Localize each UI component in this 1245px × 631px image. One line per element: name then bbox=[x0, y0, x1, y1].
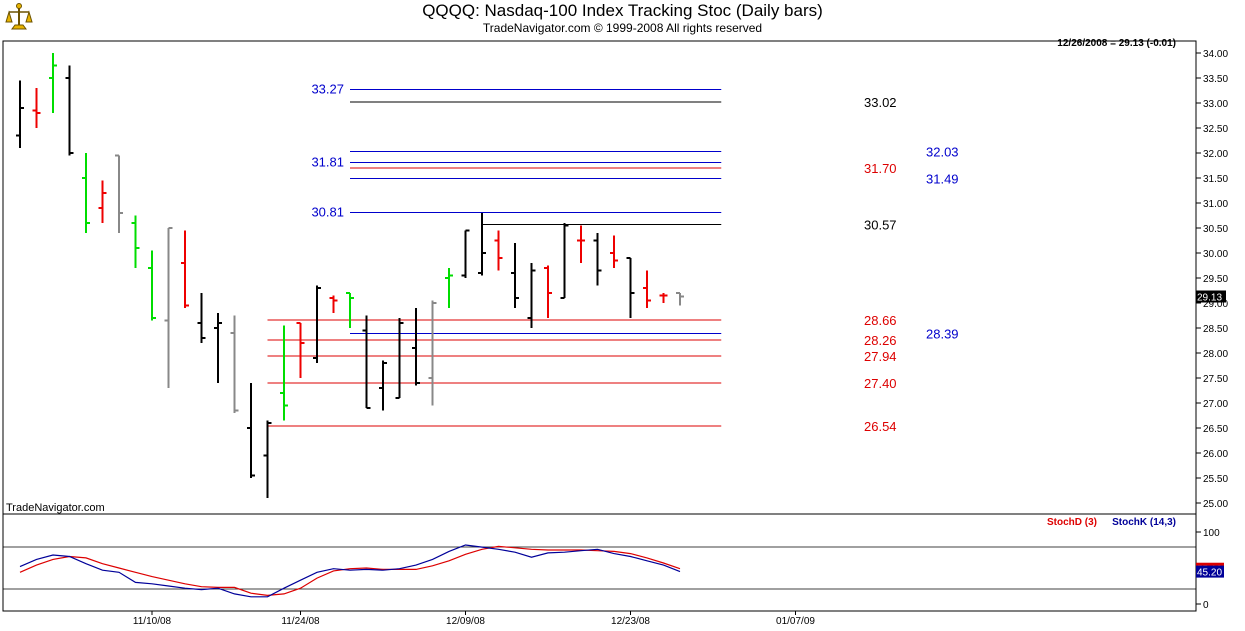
price-levels: 33.27 33.02 32.03 31.81 31.70 31.49 30.81 30.57… bbox=[267, 82, 959, 434]
x-tick-label: 11/10/08 bbox=[133, 616, 172, 627]
price-header: 12/26/2008 = 29.13 (-0.01) bbox=[1057, 38, 1176, 49]
x-tick-label: 12/23/08 bbox=[611, 616, 650, 627]
price-y-tick-label: 26.00 bbox=[1203, 449, 1228, 460]
price-y-tick-label: 30.50 bbox=[1203, 224, 1228, 235]
price-y-tick-label: 28.00 bbox=[1203, 349, 1228, 360]
stoch-k-line bbox=[19, 544, 681, 598]
watermark-text: TradeNavigator.com bbox=[6, 502, 105, 514]
x-tick-label: 12/09/08 bbox=[446, 616, 485, 627]
level-label: 33.27 bbox=[311, 82, 344, 97]
ohlc-bars bbox=[16, 53, 684, 498]
price-y-tick-label: 33.50 bbox=[1203, 74, 1228, 85]
last-price-marker: 29.13 bbox=[1196, 290, 1226, 304]
price-y-tick-label: 30.00 bbox=[1203, 249, 1228, 260]
price-y-tick-label: 27.50 bbox=[1203, 374, 1228, 385]
navigator-logo-icon bbox=[5, 3, 33, 30]
price-y-tick-label: 31.50 bbox=[1203, 174, 1228, 185]
price-y-tick-label: 34.00 bbox=[1203, 49, 1228, 60]
level-label: 26.54 bbox=[864, 419, 897, 434]
stoch-y-tick-label: 100 bbox=[1203, 528, 1220, 539]
stoch-k-last-box bbox=[1196, 565, 1224, 578]
level-label: 31.81 bbox=[311, 155, 344, 170]
price-y-tick-label: 33.00 bbox=[1203, 99, 1228, 110]
price-y-axis: 25.00 25.50 26.00 26.50 27.00 27.50 28.00 28.50… bbox=[1196, 49, 1228, 510]
level-label: 28.39 bbox=[926, 327, 959, 342]
x-tick-label: 01/07/09 bbox=[776, 616, 815, 627]
level-label: 27.94 bbox=[864, 349, 897, 364]
last-price-label: 29.13 bbox=[1197, 293, 1222, 304]
stoch-k-legend: StochK (14,3) bbox=[1112, 517, 1176, 528]
stoch-d-legend: StochD (3) bbox=[1047, 517, 1097, 528]
price-y-tick-label: 25.00 bbox=[1203, 499, 1228, 510]
x-axis: 11/10/08 11/24/08 12/09/08 12/23/08 01/07/09 bbox=[133, 611, 815, 627]
price-y-tick-label: 26.50 bbox=[1203, 424, 1228, 435]
level-label: 28.66 bbox=[864, 313, 897, 328]
price-y-tick-label: 28.50 bbox=[1203, 324, 1228, 335]
price-y-tick-label: 32.50 bbox=[1203, 124, 1228, 135]
price-y-tick-label: 25.50 bbox=[1203, 474, 1228, 485]
level-label: 32.03 bbox=[926, 145, 959, 160]
price-y-tick-label: 32.00 bbox=[1203, 149, 1228, 160]
last-price-box bbox=[1196, 290, 1226, 303]
level-label: 31.49 bbox=[926, 172, 959, 187]
price-panel-frame bbox=[2, 40, 1197, 515]
level-label: 27.40 bbox=[864, 376, 897, 391]
x-tick-label: 11/24/08 bbox=[281, 616, 320, 627]
level-label: 30.57 bbox=[864, 218, 897, 233]
price-y-tick-label: 29.50 bbox=[1203, 274, 1228, 285]
chart-title: QQQQ: Nasdaq-100 Index Tracking Stoc (Da… bbox=[422, 1, 823, 20]
chart-subtitle: TradeNavigator.com © 1999-2008 All right… bbox=[482, 21, 763, 35]
level-label: 33.02 bbox=[864, 95, 897, 110]
level-label: 30.81 bbox=[311, 205, 344, 220]
level-label: 28.26 bbox=[864, 333, 897, 348]
stoch-lines bbox=[19, 544, 681, 598]
price-y-tick-label: 27.00 bbox=[1203, 399, 1228, 410]
price-y-tick-label: 31.00 bbox=[1203, 199, 1228, 210]
stoch-d-line bbox=[19, 545, 681, 597]
stoch-last-markers: 55.1345.20 bbox=[1196, 562, 1224, 579]
level-label: 31.70 bbox=[864, 161, 897, 176]
stoch-k-last-label: 45.20 bbox=[1197, 568, 1222, 579]
price-y-tick-label: 29.00 bbox=[1203, 299, 1228, 310]
stoch-panel-frame bbox=[2, 513, 1197, 612]
stoch-y-tick-label: 0 bbox=[1203, 600, 1209, 611]
